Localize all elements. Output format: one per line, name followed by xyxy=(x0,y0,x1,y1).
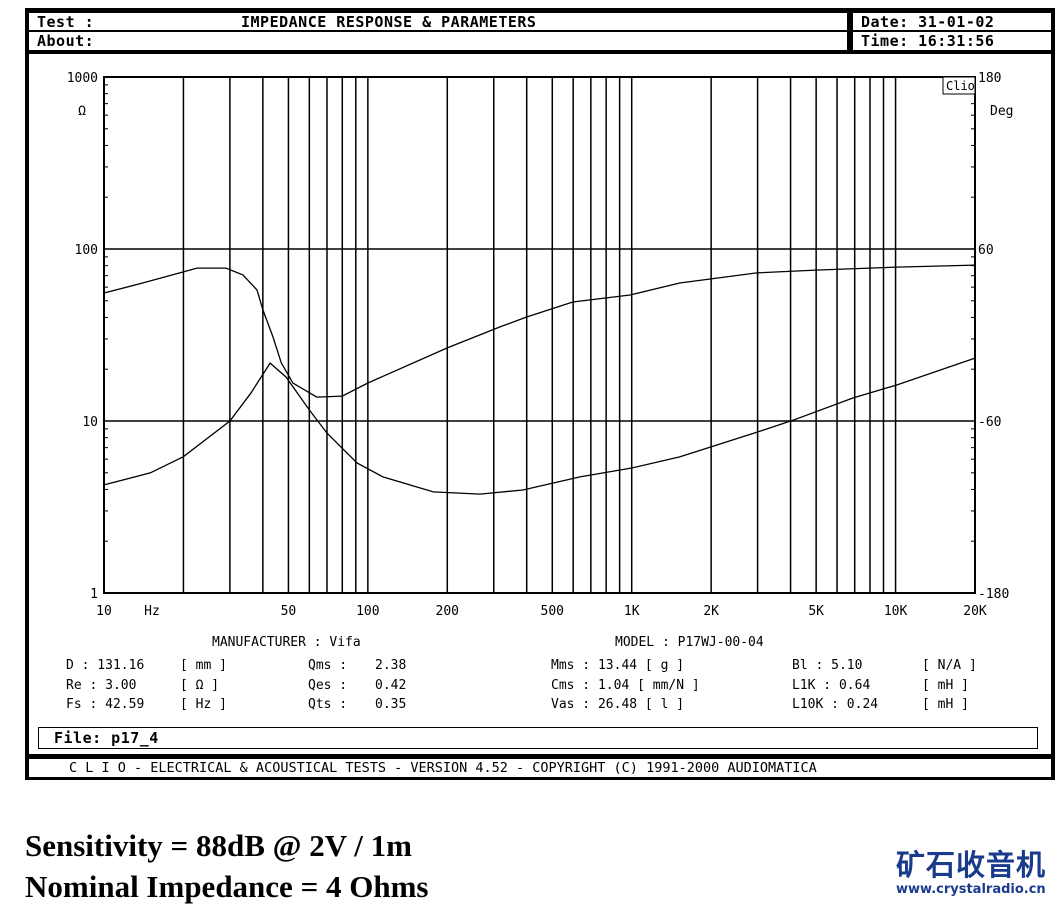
y-left-tick-label: 1000 xyxy=(67,71,98,86)
file-box: File: p17_4 xyxy=(38,727,1038,749)
y-right-tick-label: 60 xyxy=(978,243,994,258)
file-name: File: p17_4 xyxy=(54,729,159,747)
x-tick-label: 2K xyxy=(703,604,719,619)
x-tick-label: 100 xyxy=(356,604,379,619)
y-right-tick-label: -180 xyxy=(978,587,1009,602)
param-1-6: [ mH ] xyxy=(922,678,969,693)
param-1-4: Cms : 1.04 [ mm/N ] xyxy=(551,678,700,693)
y-left-tick-label: 100 xyxy=(75,243,98,258)
y-right-tick-label: -60 xyxy=(978,415,1001,430)
y-left-tick-label: 1 xyxy=(90,587,98,602)
y-left-tick-label: 10 xyxy=(82,415,98,430)
watermark-logo: 矿石收音机 xyxy=(896,848,1047,882)
header-test-cell: Test : IMPEDANCE RESPONSE & PARAMETERS xyxy=(28,12,848,31)
impedance-curve xyxy=(103,357,976,495)
param-2-5: L10K : 0.24 xyxy=(792,697,879,712)
impedance-note: Nominal Impedance = 4 Ohms xyxy=(25,869,429,904)
param-1-0: Re : 3.00 xyxy=(66,678,137,693)
param-0-6: [ N/A ] xyxy=(922,658,977,673)
x-tick-label: 20K xyxy=(963,604,987,619)
date-cell: Date: 31-01-02 xyxy=(852,12,1052,31)
test-title: IMPEDANCE RESPONSE & PARAMETERS xyxy=(241,13,537,31)
x-tick-label: 5K xyxy=(808,604,824,619)
param-0-4: Mms : 13.44 [ g ] xyxy=(551,658,685,673)
x-tick-label: 1K xyxy=(624,604,640,619)
param-0-5: Bl : 5.10 xyxy=(792,658,863,673)
phase-curve xyxy=(103,264,976,398)
param-0-0: D : 131.16 xyxy=(66,658,145,673)
param-1-5: L1K : 0.64 xyxy=(792,678,871,693)
watermark-url: www.crystalradio.cn xyxy=(896,882,1046,897)
param-2-0: Fs : 42.59 xyxy=(66,697,145,712)
about-label: About: xyxy=(37,32,95,50)
curves xyxy=(103,264,976,495)
param-2-6: [ mH ] xyxy=(922,697,969,712)
test-label: Test : xyxy=(37,13,95,31)
footer-cell: C L I O - ELECTRICAL & ACOUSTICAL TESTS … xyxy=(28,758,1052,778)
y-right-unit-label: Deg xyxy=(990,104,1013,119)
x-tick-label: 10K xyxy=(884,604,908,619)
param-1-3: 0.42 xyxy=(375,678,407,693)
y-left-unit-label: Ω xyxy=(78,104,86,119)
x-tick-label: 10 xyxy=(96,604,112,619)
param-0-1: [ mm ] xyxy=(180,658,227,673)
param-0-3: 2.38 xyxy=(375,658,407,673)
sensitivity-note: Sensitivity = 88dB @ 2V / 1m xyxy=(25,828,412,863)
x-tick-label: 200 xyxy=(436,604,459,619)
param-1-1: [ Ω ] xyxy=(180,678,220,693)
x-tick-label: 50 xyxy=(281,604,297,619)
header-about-cell: About: xyxy=(28,31,848,51)
time-text: Time: 16:31:56 xyxy=(861,32,995,50)
main-panel xyxy=(28,53,1052,755)
param-0-2: Qms : xyxy=(308,658,348,673)
footer-text: C L I O - ELECTRICAL & ACOUSTICAL TESTS … xyxy=(69,760,817,776)
x-tick-label: 500 xyxy=(541,604,564,619)
impedance-chart: Clio 10 50 100 200 500 1K 2K 5K 10K 20K Hz 1000 100 1… xyxy=(67,71,1014,619)
param-1-2: Qes : xyxy=(308,678,348,693)
param-2-3: 0.35 xyxy=(375,697,407,712)
param-2-1: [ Hz ] xyxy=(180,697,227,712)
x-unit-label: Hz xyxy=(144,604,160,619)
model: MODEL : P17WJ-00-04 xyxy=(615,635,764,650)
plot-border xyxy=(103,76,976,594)
date-text: Date: 31-01-02 xyxy=(861,13,995,31)
clio-tag-box xyxy=(942,76,976,95)
manufacturer: MANUFACTURER : Vifa xyxy=(212,635,361,650)
param-2-4: Vas : 26.48 [ l ] xyxy=(551,697,685,712)
grid xyxy=(104,77,976,593)
clio-tag: Clio xyxy=(946,79,975,93)
param-2-2: Qts : xyxy=(308,697,348,712)
y-right-tick-label: 180 xyxy=(978,71,1001,86)
time-cell: Time: 16:31:56 xyxy=(852,31,1052,51)
